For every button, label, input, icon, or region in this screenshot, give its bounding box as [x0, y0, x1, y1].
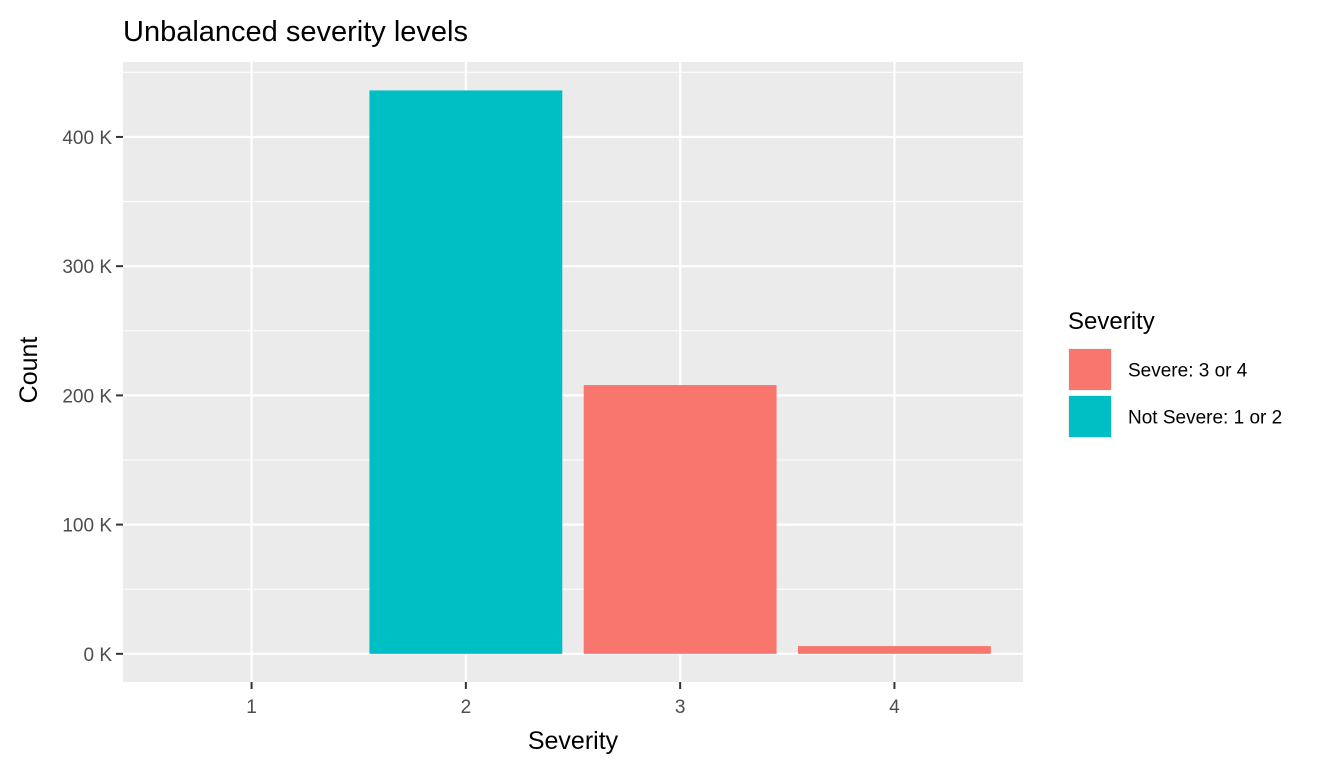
legend-title: Severity: [1068, 308, 1155, 335]
x-tick-label: 3: [675, 697, 686, 718]
y-tick-label: 0 K: [83, 645, 112, 666]
x-axis-label: Severity: [528, 727, 619, 755]
y-tick-label: 300 K: [62, 257, 112, 278]
y-tick-label: 100 K: [62, 516, 112, 537]
legend-entry-label: Not Severe: 1 or 2: [1128, 408, 1282, 429]
x-tick-label: 2: [461, 697, 472, 718]
y-axis-label: Count: [15, 337, 43, 404]
panel-background: [123, 62, 1023, 682]
bar-3: [583, 385, 777, 654]
legend-swatch: [1069, 396, 1111, 437]
y-tick-label: 200 K: [62, 386, 112, 407]
bar-2: [369, 90, 563, 654]
x-tick-label: 1: [246, 697, 257, 718]
x-tick-label: 4: [889, 697, 900, 718]
legend: Severity Severe: 3 or 4 Not Severe: 1 or …: [1068, 308, 1282, 438]
legend-swatch: [1069, 349, 1111, 390]
plot-panel: [123, 62, 1023, 682]
bar-4: [798, 646, 991, 654]
chart-title: Unbalanced severity levels: [123, 16, 468, 48]
y-tick-label: 400 K: [62, 128, 112, 149]
legend-entry-label: Severe: 3 or 4: [1128, 361, 1248, 382]
